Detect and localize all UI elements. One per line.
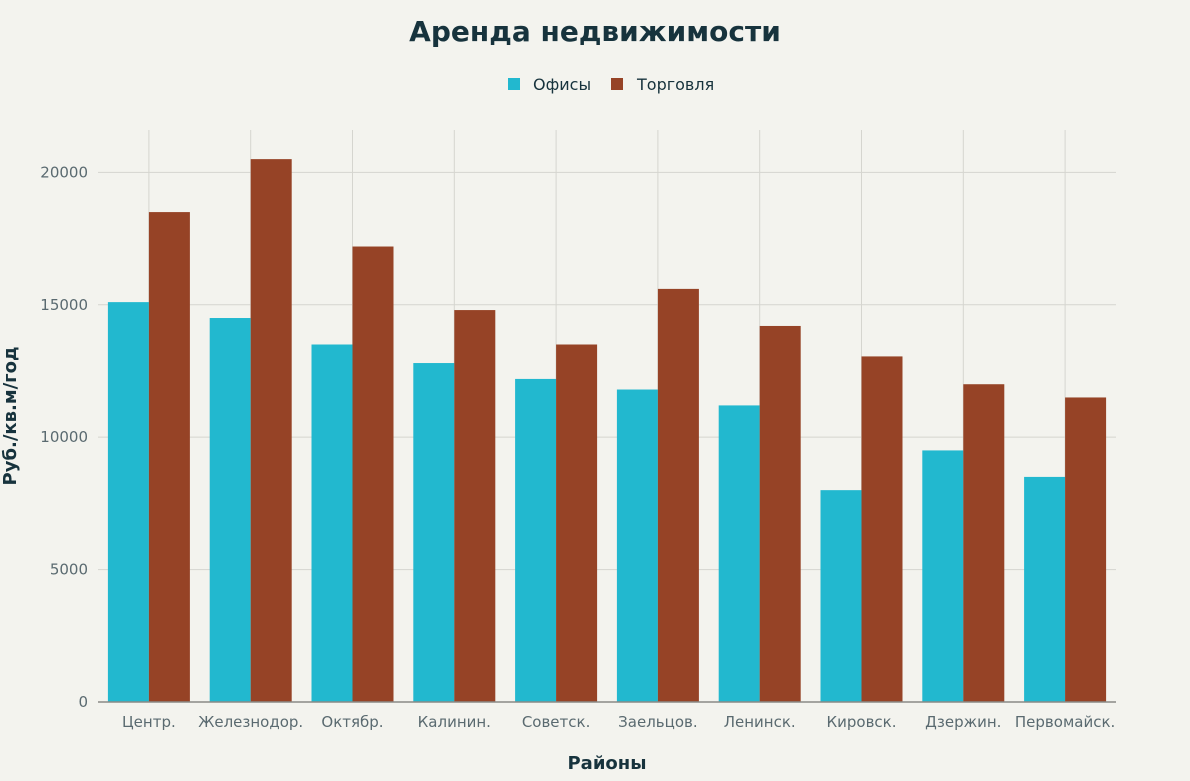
- y-tick-label: 15000: [40, 296, 88, 314]
- x-tick-label: Советск.: [522, 713, 591, 731]
- bar-offices[interactable]: [107, 302, 149, 702]
- legend-swatch: [508, 78, 520, 90]
- x-tick-label: Заельцов.: [618, 713, 697, 731]
- bar-retail[interactable]: [861, 356, 903, 702]
- y-tick-label: 10000: [40, 428, 88, 446]
- bar-offices[interactable]: [922, 450, 964, 702]
- x-tick-label: Ленинск.: [724, 713, 796, 731]
- bar-offices[interactable]: [616, 389, 658, 702]
- bar-offices[interactable]: [311, 344, 353, 703]
- bar-retail[interactable]: [1065, 397, 1107, 702]
- x-tick-label: Калинин.: [418, 713, 491, 731]
- legend: Офисы Торговля: [508, 75, 714, 94]
- x-tick-label: Центр.: [122, 713, 176, 731]
- y-tick-label: 0: [78, 693, 88, 711]
- bars: [107, 159, 1107, 703]
- bar-retail[interactable]: [352, 246, 394, 702]
- bar-retail[interactable]: [250, 159, 292, 702]
- x-tick-label: Кировск.: [826, 713, 896, 731]
- bar-retail[interactable]: [148, 212, 190, 702]
- legend-label: Офисы: [533, 75, 591, 94]
- y-tick-label: 20000: [40, 163, 88, 181]
- bar-offices[interactable]: [718, 405, 760, 702]
- x-tick-label: Дзержин.: [925, 713, 1001, 731]
- bar-offices[interactable]: [515, 378, 557, 702]
- bar-retail[interactable]: [759, 325, 801, 702]
- x-axis-title: Районы: [567, 753, 646, 774]
- bar-retail[interactable]: [657, 288, 699, 702]
- y-axis-title: Руб./кв.м/год: [0, 347, 21, 486]
- axes: 0 5000 10000 15000 20000 Центр. Железнодор. Окт…: [40, 163, 1116, 731]
- legend-swatch: [611, 78, 623, 90]
- y-tick-label: 5000: [50, 561, 88, 579]
- bar-retail[interactable]: [556, 344, 598, 703]
- bar-offices[interactable]: [820, 490, 862, 702]
- chart-title: Аренда недвижимости: [409, 15, 781, 48]
- legend-label: Торговля: [636, 75, 714, 94]
- bar-offices[interactable]: [209, 318, 251, 702]
- bar-offices[interactable]: [1024, 476, 1066, 702]
- x-tick-label: Октябр.: [321, 713, 383, 731]
- x-tick-label: Железнодор.: [198, 713, 303, 731]
- bar-offices[interactable]: [413, 363, 455, 702]
- bar-retail[interactable]: [454, 310, 496, 702]
- bar-retail[interactable]: [963, 384, 1005, 702]
- x-tick-label: Первомайск.: [1015, 713, 1115, 731]
